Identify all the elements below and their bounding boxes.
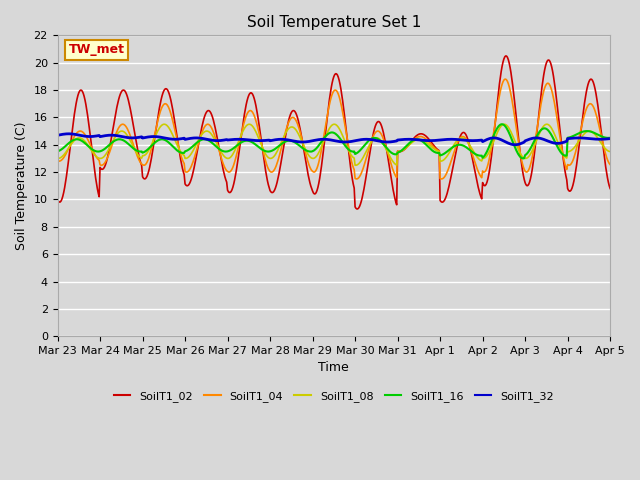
SoilT1_16 [425,144,433,150]
SoilT1_04 [346,150,354,156]
SoilT1_02 [502,53,509,59]
SoilT1_16 [136,149,144,155]
Legend: SoilT1_02, SoilT1_04, SoilT1_08, SoilT1_16, SoilT1_32: SoilT1_02, SoilT1_04, SoilT1_08, SoilT1_… [109,387,558,407]
SoilT1_16 [499,121,506,127]
SoilT1_08 [136,154,144,160]
SoilT1_32 [426,138,433,144]
SoilT1_04 [54,158,61,164]
SoilT1_32 [65,131,73,137]
SoilT1_16 [422,142,430,147]
Line: SoilT1_16: SoilT1_16 [58,124,610,158]
SoilT1_32 [606,136,614,142]
SoilT1_16 [346,147,354,153]
SoilT1_02 [606,186,614,192]
Title: Soil Temperature Set 1: Soil Temperature Set 1 [246,15,421,30]
SoilT1_08 [351,162,359,168]
SoilT1_32 [347,139,355,144]
SoilT1_08 [160,121,168,127]
SoilT1_08 [347,151,355,157]
SoilT1_04 [285,120,292,125]
X-axis label: Time: Time [319,361,349,374]
SoilT1_32 [54,132,61,138]
SoilT1_32 [598,136,606,142]
SoilT1_16 [54,148,61,154]
SoilT1_32 [285,137,293,143]
SoilT1_04 [422,136,430,142]
SoilT1_02 [136,157,144,163]
SoilT1_08 [424,141,431,146]
SoilT1_04 [136,159,144,165]
SoilT1_04 [598,137,606,143]
SoilT1_02 [285,118,292,123]
SoilT1_02 [54,196,61,202]
SoilT1_04 [438,176,445,182]
SoilT1_02 [598,137,606,143]
SoilT1_02 [423,134,431,140]
Line: SoilT1_32: SoilT1_32 [58,134,610,145]
SoilT1_16 [606,135,614,141]
Text: TW_met: TW_met [68,43,125,56]
SoilT1_16 [285,138,292,144]
SoilT1_08 [285,125,293,131]
SoilT1_32 [137,134,145,140]
SoilT1_04 [502,76,509,82]
Line: SoilT1_02: SoilT1_02 [58,56,610,209]
SoilT1_08 [598,142,606,147]
SoilT1_04 [425,139,433,144]
SoilT1_02 [353,206,361,212]
SoilT1_16 [520,156,527,161]
SoilT1_08 [606,149,614,155]
SoilT1_08 [426,143,434,149]
SoilT1_02 [426,137,433,143]
SoilT1_32 [511,142,519,148]
Line: SoilT1_08: SoilT1_08 [58,124,610,165]
SoilT1_08 [54,156,61,161]
SoilT1_02 [346,158,354,164]
SoilT1_04 [606,162,614,168]
Y-axis label: Soil Temperature (C): Soil Temperature (C) [15,121,28,250]
SoilT1_32 [423,138,431,144]
Line: SoilT1_04: SoilT1_04 [58,79,610,179]
SoilT1_16 [598,134,606,140]
